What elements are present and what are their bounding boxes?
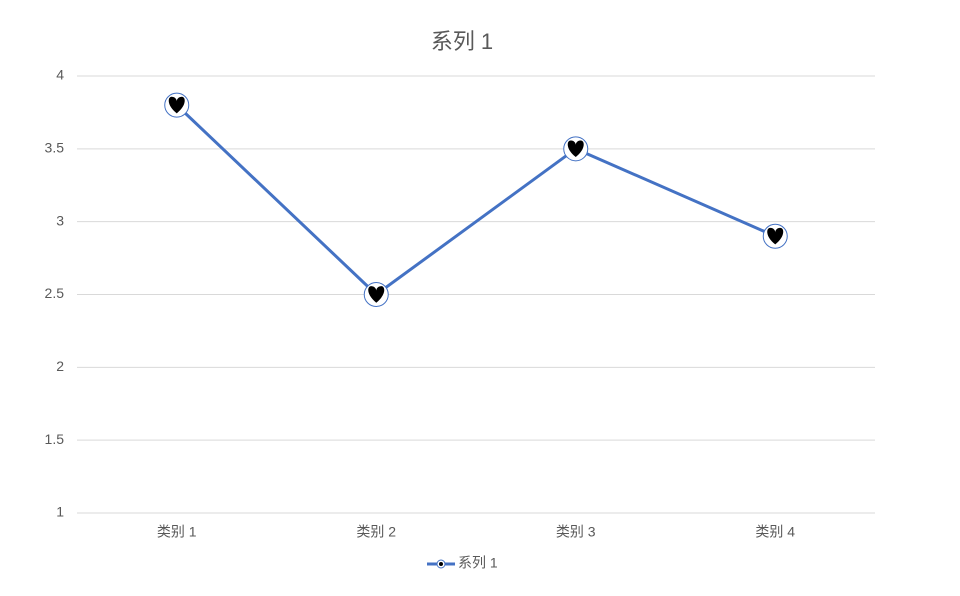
line [175,104,776,297]
y-tick-label: 3.5 [45,140,65,156]
y-tick-label: 3 [56,212,64,228]
marker-heart [767,227,784,245]
legend-marker-dot [439,562,443,566]
y-tick-label: 2.5 [45,285,65,301]
marker-heart [567,140,584,158]
marker [563,136,589,162]
x-tick-label: 类别 4 [755,524,795,540]
marker-heart [368,286,385,303]
x-tick-label: 类别 2 [356,524,396,540]
legend-label: 系列 1 [458,555,498,571]
marker [164,92,190,118]
chart-title: 系列 1 [431,29,493,54]
marker-heart [168,96,185,114]
x-tick-label: 类别 3 [556,524,596,540]
y-tick-label: 1.5 [45,431,65,447]
y-tick-label: 2 [56,358,64,374]
marker [363,282,389,307]
y-tick-label: 4 [56,67,64,83]
x-tick-label: 类别 1 [157,524,197,540]
y-tick-label: 1 [56,504,64,520]
marker [762,223,788,249]
